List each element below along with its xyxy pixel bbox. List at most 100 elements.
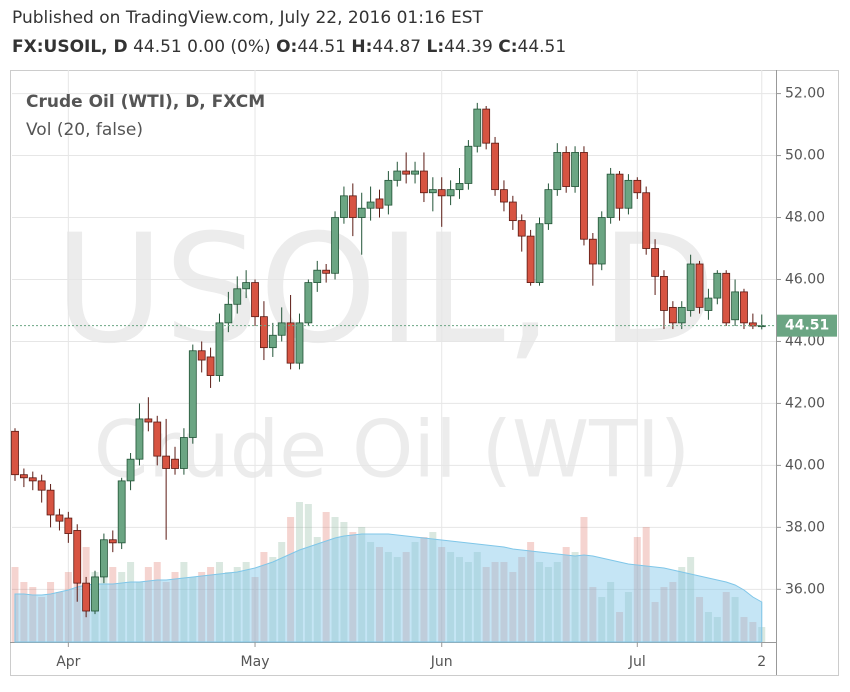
volume-bar bbox=[260, 552, 268, 642]
volume-bar bbox=[313, 537, 321, 642]
candle-body bbox=[446, 189, 455, 197]
candle-body bbox=[571, 152, 579, 187]
volume-bar bbox=[251, 577, 259, 642]
legend-title: Crude Oil (WTI), D, FXCM bbox=[26, 92, 265, 112]
volume-bar bbox=[633, 537, 641, 642]
candle-body bbox=[260, 316, 268, 349]
volume-bar bbox=[589, 587, 597, 642]
x-tick-label: Jun bbox=[430, 654, 453, 670]
candle-body bbox=[117, 480, 126, 544]
volume-bar bbox=[331, 517, 339, 642]
candle-body bbox=[233, 288, 242, 305]
candle-body bbox=[11, 430, 19, 476]
candle-body bbox=[171, 458, 179, 469]
candle-body bbox=[206, 356, 215, 376]
volume-bar bbox=[527, 542, 535, 642]
volume-bar bbox=[402, 552, 410, 642]
candle-body bbox=[135, 418, 144, 460]
volume-bar bbox=[491, 562, 499, 642]
o-label: O: bbox=[276, 37, 297, 57]
candle-body bbox=[46, 489, 55, 516]
volume-bar bbox=[349, 532, 357, 642]
volume-bar bbox=[269, 557, 277, 642]
last-price-label: 44.51 bbox=[785, 318, 829, 334]
volume-bar bbox=[287, 517, 295, 642]
candle-body bbox=[313, 269, 322, 283]
candle-body bbox=[713, 272, 722, 299]
candle-body bbox=[437, 189, 446, 197]
h-label: H: bbox=[351, 37, 372, 57]
candle-body bbox=[251, 282, 259, 318]
candle-body bbox=[651, 248, 659, 277]
volume-bar bbox=[189, 577, 197, 642]
candle-body bbox=[304, 282, 313, 324]
candle-body bbox=[215, 322, 224, 376]
candle-body bbox=[411, 170, 419, 175]
candle-body bbox=[624, 179, 633, 209]
volume-bar bbox=[429, 532, 437, 642]
change: 0.00 (0%) bbox=[187, 37, 271, 57]
volume-bar bbox=[464, 562, 472, 642]
volume-bar bbox=[500, 562, 508, 642]
h-value: 44.87 bbox=[372, 37, 421, 57]
candle-body bbox=[82, 582, 91, 612]
candle-body bbox=[295, 322, 304, 364]
volume-bar bbox=[544, 567, 552, 642]
candle-body bbox=[704, 297, 713, 311]
volume-bar bbox=[127, 562, 135, 642]
last-price-box bbox=[777, 314, 837, 337]
volume-bar bbox=[47, 582, 55, 642]
volume-bar bbox=[118, 572, 126, 642]
volume-bar bbox=[304, 504, 312, 642]
candle-body bbox=[508, 201, 517, 222]
candle-body bbox=[455, 183, 464, 191]
volume-bar bbox=[233, 567, 241, 642]
volume-bar bbox=[153, 562, 161, 642]
candle-body bbox=[428, 189, 437, 194]
candle-body bbox=[402, 170, 411, 175]
legend-volume: Vol (20, false) bbox=[26, 120, 143, 140]
candle-body bbox=[224, 303, 233, 324]
volume-bar bbox=[215, 562, 223, 642]
candle-body bbox=[242, 282, 251, 290]
candle-body bbox=[268, 334, 277, 349]
volume-bar bbox=[473, 552, 481, 642]
volume-bar bbox=[20, 582, 28, 642]
candle-body bbox=[597, 217, 606, 265]
candle-body bbox=[180, 437, 188, 469]
candle-body bbox=[420, 170, 428, 194]
candle-body bbox=[126, 458, 135, 482]
volume-bar bbox=[713, 617, 721, 642]
o-value: 44.51 bbox=[297, 37, 346, 57]
volume-bar bbox=[536, 562, 544, 642]
candle-body bbox=[384, 179, 393, 206]
candle-body bbox=[19, 474, 28, 479]
volume-bar bbox=[598, 597, 606, 642]
candle-body bbox=[580, 152, 588, 240]
candle-body bbox=[277, 322, 286, 336]
volume-bar bbox=[322, 512, 330, 642]
candle-body bbox=[526, 235, 535, 283]
last: 44.51 bbox=[133, 37, 182, 57]
candle-body bbox=[544, 189, 553, 225]
volume-bar bbox=[553, 562, 561, 642]
candle-body bbox=[491, 142, 499, 191]
volume-bar bbox=[509, 572, 517, 642]
candle-body bbox=[286, 322, 295, 364]
volume-bar bbox=[358, 527, 366, 642]
frame bbox=[10, 70, 839, 676]
candle-body bbox=[340, 195, 348, 218]
volume-ma-area bbox=[14, 533, 763, 643]
candle-body bbox=[91, 576, 99, 612]
candle-body bbox=[553, 152, 562, 191]
candle-body bbox=[740, 291, 748, 324]
volume-bar bbox=[367, 542, 375, 642]
volume-bar bbox=[749, 622, 757, 642]
watermark-symbol: USOIL, D bbox=[54, 203, 716, 377]
volume-bar bbox=[624, 592, 632, 642]
candle-body bbox=[517, 220, 526, 237]
candle-body bbox=[162, 455, 171, 469]
y-tick-label: 42.00 bbox=[785, 395, 825, 411]
x-tick-label: 2 bbox=[757, 654, 766, 670]
volume-bar bbox=[100, 577, 108, 642]
